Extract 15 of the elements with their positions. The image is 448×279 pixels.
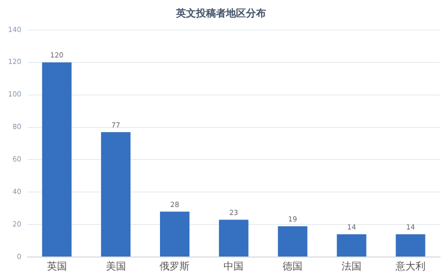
- bar: [42, 62, 72, 256]
- x-tick-label: 美国: [106, 260, 126, 273]
- bar: [218, 220, 248, 256]
- x-tick-label: 法国: [342, 260, 362, 273]
- x-tick-label: 中国: [224, 260, 244, 273]
- bar: [336, 234, 366, 256]
- x-tick-label: 英国: [46, 260, 67, 273]
- bar: [101, 132, 131, 256]
- bar: [160, 212, 190, 256]
- bar: [278, 226, 308, 256]
- chart-title: 英文投稿者地区分布: [175, 8, 266, 20]
- x-tick-label: 俄罗斯: [160, 260, 190, 273]
- x-tick-label: 德国: [282, 262, 303, 273]
- bar: [396, 234, 426, 256]
- x-tick-label: 意大利: [394, 260, 426, 273]
